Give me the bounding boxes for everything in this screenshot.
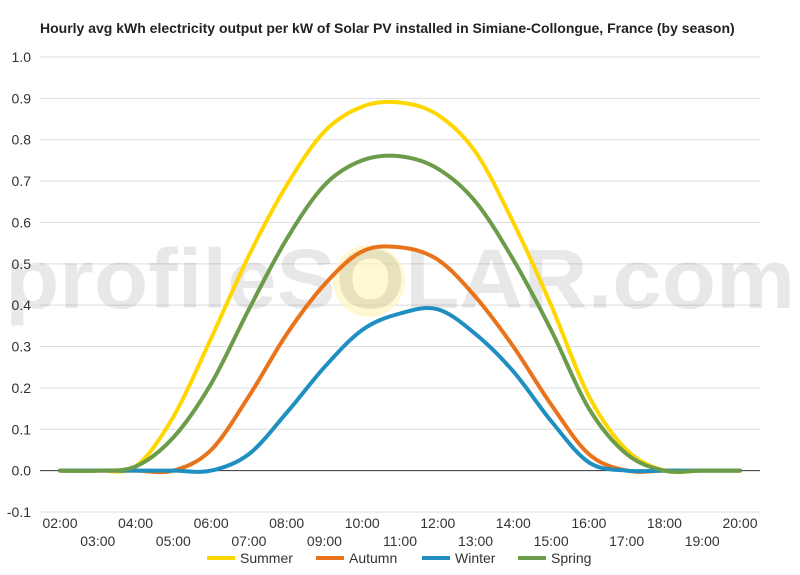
legend-swatch <box>518 556 546 560</box>
x-tick-label: 02:00 <box>42 515 77 531</box>
x-tick-label: 18:00 <box>647 515 682 531</box>
x-tick-label: 12:00 <box>420 515 455 531</box>
series-layer <box>58 99 742 475</box>
x-tick-label: 07:00 <box>231 533 266 549</box>
x-tick-label: 06:00 <box>194 515 229 531</box>
y-tick-label: 0.2 <box>12 380 32 396</box>
series-line-winter <box>58 306 742 474</box>
x-tick-label: 17:00 <box>609 533 644 549</box>
chart-title: Hourly avg kWh electricity output per kW… <box>40 20 735 36</box>
legend: Summer Autumn Winter Spring <box>207 550 591 566</box>
x-tick-label: 11:00 <box>383 533 417 549</box>
x-tick-label: 08:00 <box>269 515 304 531</box>
x-tick-label: 04:00 <box>118 515 153 531</box>
x-tick-label: 14:00 <box>496 515 531 531</box>
watermark-sun-icon <box>333 245 405 317</box>
y-tick-label: 0.1 <box>12 421 32 437</box>
y-tick-label: 0.0 <box>12 463 32 479</box>
x-tick-label: 09:00 <box>307 533 342 549</box>
y-tick-label: 0.5 <box>12 256 32 272</box>
x-tick-label: 10:00 <box>345 515 380 531</box>
x-tick-label: 03:00 <box>80 533 115 549</box>
y-tick-label: 1.0 <box>12 49 32 65</box>
y-tick-label: -0.1 <box>7 504 31 520</box>
y-tick-label: 0.3 <box>12 339 32 355</box>
y-tick-label: 0.4 <box>12 297 32 313</box>
x-tick-label: 19:00 <box>685 533 720 549</box>
x-tick-label: 05:00 <box>156 533 191 549</box>
legend-swatch <box>316 556 344 560</box>
x-tick-label: 20:00 <box>722 515 757 531</box>
series-line-summer <box>58 99 742 475</box>
legend-swatch <box>207 556 235 560</box>
axis-layer: -0.1 0.0 0.1 0.2 0.3 0.4 0.5 0.6 0.7 0.8 0.9 1.0 02:… <box>7 49 758 549</box>
series-line-spring <box>58 153 742 474</box>
legend-swatch <box>422 556 450 560</box>
legend-label: Winter <box>455 550 496 566</box>
x-tick-label: 13:00 <box>458 533 493 549</box>
y-tick-label: 0.6 <box>12 214 32 230</box>
y-tick-label: 0.8 <box>12 132 32 148</box>
y-tick-label: 0.9 <box>12 90 32 106</box>
x-tick-label: 16:00 <box>571 515 606 531</box>
x-tick-label: 15:00 <box>534 533 569 549</box>
legend-label: Spring <box>551 550 591 566</box>
y-tick-label: 0.7 <box>12 173 32 189</box>
legend-label: Summer <box>240 550 293 566</box>
legend-label: Autumn <box>349 550 397 566</box>
